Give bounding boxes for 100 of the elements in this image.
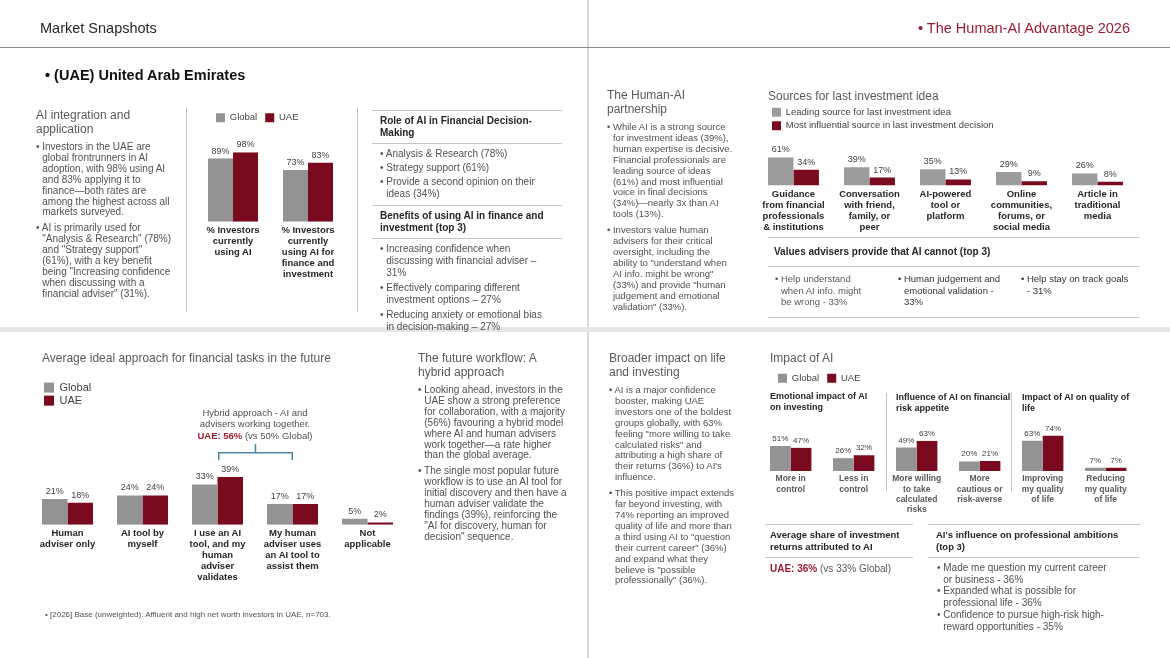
text: Role of AI in Financial Decision-Making bbox=[372, 111, 562, 144]
data-label: 49% bbox=[898, 435, 915, 445]
data-label: 17% bbox=[270, 490, 289, 501]
data-label: 63% bbox=[1024, 428, 1041, 438]
text: AI integration and application bbox=[36, 108, 132, 136]
bar bbox=[790, 447, 812, 471]
text: • This positive impact extends far beyond investing, with 74% reporting an improved quality of life and more than a third using AI to "question their current career" (36%) and expand what they believe is "possible professionally" (36%). bbox=[609, 487, 735, 586]
data-label: 21% bbox=[45, 486, 64, 497]
data-label: 17% bbox=[296, 490, 315, 501]
data-label: 47% bbox=[793, 435, 810, 445]
bar bbox=[192, 484, 218, 525]
bar bbox=[793, 169, 819, 186]
text: • The single most popular future workflow is to use an AI tool for initial discovery and then have a human adviser validate the findings (39%), reinforcing the "AI for discovery, human for decision" sequence. bbox=[418, 465, 568, 543]
text: • Increasing confidence when discussing with financial adviser – 31% bbox=[380, 243, 538, 279]
data-label: 33% bbox=[195, 471, 214, 482]
legend-label: Most influential source in last investment decision bbox=[785, 119, 994, 131]
legend-label: Leading source for last investment idea bbox=[785, 105, 952, 117]
text: • Looking ahead, investors in the UAE show a strong preference for collaboration, with a majority (56%) favouring a hybrid model where AI and human advisers work together—a rate higher than the global average. bbox=[418, 384, 566, 462]
data-label: 61% bbox=[771, 144, 790, 155]
data-label: 26% bbox=[835, 446, 852, 456]
data-label: 24% bbox=[120, 482, 139, 493]
data-label: 34% bbox=[797, 156, 816, 167]
data-label: 17% bbox=[873, 164, 892, 175]
bar bbox=[979, 460, 1001, 471]
chart-title: Impact of AI on quality of life bbox=[1022, 391, 1131, 413]
data-label: 39% bbox=[221, 464, 240, 475]
bar bbox=[208, 158, 234, 222]
x-tick-label: I use an AI tool, and my human adviser validates bbox=[189, 526, 247, 582]
text: The Human-AI partnership bbox=[607, 88, 687, 116]
text: • Effectively comparing different investment options – 27% bbox=[380, 282, 521, 306]
chart-title: Influence of AI on financial risk appetite bbox=[896, 391, 1011, 413]
data-label: 5% bbox=[348, 505, 362, 516]
text: Hybrid approach - AI and advisers working together. bbox=[198, 406, 312, 430]
text: • Strategy support (61%) bbox=[380, 162, 491, 174]
bar bbox=[142, 495, 168, 525]
text: • Reducing anxiety or emotional bias in decision-making – 27% bbox=[380, 309, 543, 333]
text: • Provide a second opinion on their ideas (34%) bbox=[380, 176, 536, 200]
text: Broader impact on life and investing bbox=[609, 351, 727, 379]
bar bbox=[959, 461, 980, 471]
text: AI's influence on professional ambitions (top 3) bbox=[928, 525, 1140, 558]
x-tick-label: Not applicable bbox=[344, 526, 391, 549]
text: (vs 33% Global) bbox=[819, 563, 892, 574]
chart-title: Average ideal approach for financial tasks in the future bbox=[42, 350, 332, 365]
text: • Investors value human advisers for their critical oversight, including the ability to "understand when AI info. might be wrong" (33%) and provide "human judgement and emotional validation" (33%). bbox=[607, 224, 728, 313]
text: • Human judgement and emotional validation - 33% bbox=[898, 273, 1002, 308]
text: • AI is a major confidence booster, making UAE investors one of the boldest groups globally, with 63% feeling "more willing to take calculated risks" and attributing a high share of their returns (36%) to AI's influence. bbox=[609, 384, 732, 483]
data-label: 29% bbox=[999, 158, 1018, 169]
chart-title: Impact of AI bbox=[770, 350, 834, 365]
data-label: 7% bbox=[1089, 455, 1102, 465]
bar bbox=[945, 179, 971, 186]
data-label: 13% bbox=[949, 166, 968, 177]
text: UAE: 56% bbox=[197, 429, 243, 441]
text: • Help understand when AI info. might be wrong - 33% bbox=[775, 273, 863, 308]
x-tick-label: Reducing my quality of life bbox=[1084, 473, 1127, 504]
data-label: 18% bbox=[71, 489, 90, 500]
text: UAE: 36% bbox=[770, 563, 818, 574]
data-label: 39% bbox=[847, 154, 866, 165]
x-tick-label: More cautious or risk-averse bbox=[956, 473, 1004, 504]
text: Average share of investment returns attributed to AI bbox=[765, 525, 913, 558]
bar bbox=[996, 171, 1022, 186]
text: • Analysis & Research (78%) bbox=[380, 148, 509, 160]
bar bbox=[896, 447, 917, 471]
data-label: 20% bbox=[961, 449, 978, 459]
bar bbox=[117, 495, 143, 525]
bar bbox=[42, 499, 68, 525]
x-tick-label: % Investors currently using AI for finance and investment bbox=[281, 223, 335, 279]
x-tick-label: More willing to take calculated risks bbox=[892, 473, 942, 515]
bar bbox=[267, 504, 293, 525]
data-label: 89% bbox=[211, 145, 230, 156]
x-tick-label: AI-powered tool or platform bbox=[919, 187, 972, 221]
data-label: 8% bbox=[1103, 168, 1117, 179]
legend-label: Global bbox=[59, 380, 92, 393]
x-tick-label: AI tool by myself bbox=[120, 526, 165, 549]
bar bbox=[308, 162, 334, 222]
text: Values advisers provide that AI cannot (top 3) bbox=[768, 238, 1140, 267]
bar bbox=[1021, 181, 1047, 186]
bar bbox=[869, 177, 895, 186]
bar bbox=[283, 169, 309, 222]
chart-subtitle: Emotional impact of AI on investing bbox=[770, 391, 868, 413]
x-tick-label: Improving my quality of life bbox=[1021, 473, 1064, 504]
text: Market Snapshots bbox=[40, 20, 157, 37]
data-label: 63% bbox=[919, 428, 936, 438]
data-label: 26% bbox=[1075, 160, 1094, 171]
data-label: 35% bbox=[923, 156, 942, 167]
x-tick-label: Human adviser only bbox=[39, 526, 96, 549]
bar bbox=[920, 169, 946, 186]
bar bbox=[233, 152, 259, 222]
bar bbox=[217, 477, 243, 525]
bar bbox=[853, 455, 875, 471]
legend-label: UAE bbox=[59, 393, 83, 406]
data-label: 32% bbox=[856, 443, 873, 453]
legend-label: Global bbox=[791, 371, 820, 383]
chart-title: Sources for last investment idea bbox=[768, 88, 939, 103]
x-tick-label: Conversation with friend, family, or peer bbox=[839, 187, 900, 232]
text: (vs 50% Global) bbox=[243, 429, 313, 441]
data-label: 73% bbox=[286, 156, 305, 167]
bar bbox=[833, 458, 854, 471]
legend-label: Global bbox=[229, 111, 258, 123]
text: • Help stay on track goals - 31% bbox=[1021, 273, 1130, 296]
text: • Made me question my current career or business - 36% bbox=[937, 562, 1108, 586]
